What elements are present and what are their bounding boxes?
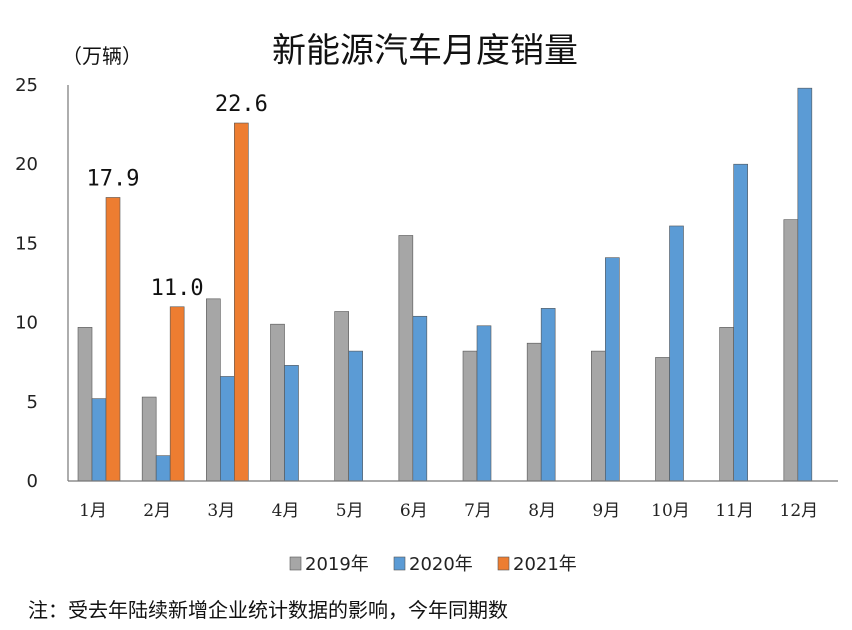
bar-2019-7 (462, 350, 478, 482)
data-label-2021-1: 17.9 (87, 166, 140, 191)
data-label-2021-3: 22.6 (215, 92, 268, 117)
bar-2021-2 (169, 306, 185, 482)
bar-2020-1 (91, 398, 107, 482)
x-tick-label-6: 6月 (400, 501, 428, 521)
y-tick-label-25: 25 (15, 75, 38, 96)
bar-2019-2 (141, 396, 157, 482)
bar-2019-11 (719, 327, 734, 482)
y-tick-label-20: 20 (15, 154, 38, 175)
bar-2019-1 (77, 327, 93, 482)
y-tick-label-15: 15 (15, 233, 38, 254)
bar-2019-6 (398, 235, 414, 482)
x-tick-label-7: 7月 (464, 501, 492, 521)
legend-label-2020: 2020年 (409, 554, 473, 575)
x-tick-label-1: 1月 (79, 501, 107, 521)
y-axis-ticks: 0 5 10 15 20 25 (15, 75, 38, 492)
bar-2020-6 (412, 315, 428, 482)
x-tick-label-9: 9月 (592, 501, 620, 521)
x-tick-label-5: 5月 (336, 501, 364, 521)
bar-2020-9 (605, 257, 620, 482)
bar-2019-9 (591, 350, 606, 482)
y-axis-unit-label: （万辆） (62, 44, 142, 68)
bar-2019-4 (270, 323, 285, 482)
x-tick-label-4: 4月 (272, 501, 300, 521)
x-tick-label-2: 2月 (143, 501, 171, 521)
bar-2020-2 (155, 455, 171, 482)
x-tick-label-11: 11月 (715, 501, 754, 521)
bar-2020-3 (220, 376, 235, 482)
bar-2020-12 (797, 87, 813, 482)
x-tick-label-3: 3月 (207, 501, 235, 521)
bar-2020-11 (733, 163, 748, 482)
legend: 2019年 2020年 2021年 (289, 554, 577, 575)
data-label-2021-2: 11.0 (151, 276, 204, 301)
bar-2020-4 (284, 365, 299, 482)
x-axis-labels: 1月 2月 3月 4月 5月 6月 7月 8月 9月 10月 11月 12月 (79, 501, 818, 521)
bar-2019-12 (783, 219, 799, 482)
bar-2019-3 (206, 298, 221, 482)
footnote: 注：受去年陆续新增企业统计数据的影响，今年同期数 (28, 598, 508, 622)
x-tick-label-8: 8月 (528, 501, 556, 521)
y-tick-label-10: 10 (15, 313, 38, 334)
y-tick-label-5: 5 (27, 392, 38, 413)
x-tick-label-12: 12月 (780, 501, 819, 521)
legend-swatch-2019 (289, 556, 302, 571)
bars (77, 87, 813, 482)
data-labels: 17.9 11.0 22.6 (87, 92, 268, 301)
x-tick-label-10: 10月 (651, 501, 690, 521)
bar-2020-8 (540, 308, 556, 482)
legend-swatch-2020 (393, 556, 406, 571)
legend-label-2021: 2021年 (513, 554, 577, 575)
bar-2019-10 (655, 357, 670, 482)
bar-2019-8 (526, 342, 542, 482)
legend-swatch-2021 (497, 556, 510, 571)
chart-title: 新能源汽车月度销量 (272, 31, 578, 71)
y-tick-label-0: 0 (27, 471, 38, 492)
legend-label-2019: 2019年 (305, 554, 369, 575)
bar-2021-1 (105, 197, 121, 482)
bar-2020-5 (348, 350, 363, 482)
bar-2020-10 (669, 225, 684, 482)
bar-2020-7 (476, 325, 492, 482)
bar-2021-3 (234, 122, 249, 482)
bar-2019-5 (334, 311, 349, 482)
